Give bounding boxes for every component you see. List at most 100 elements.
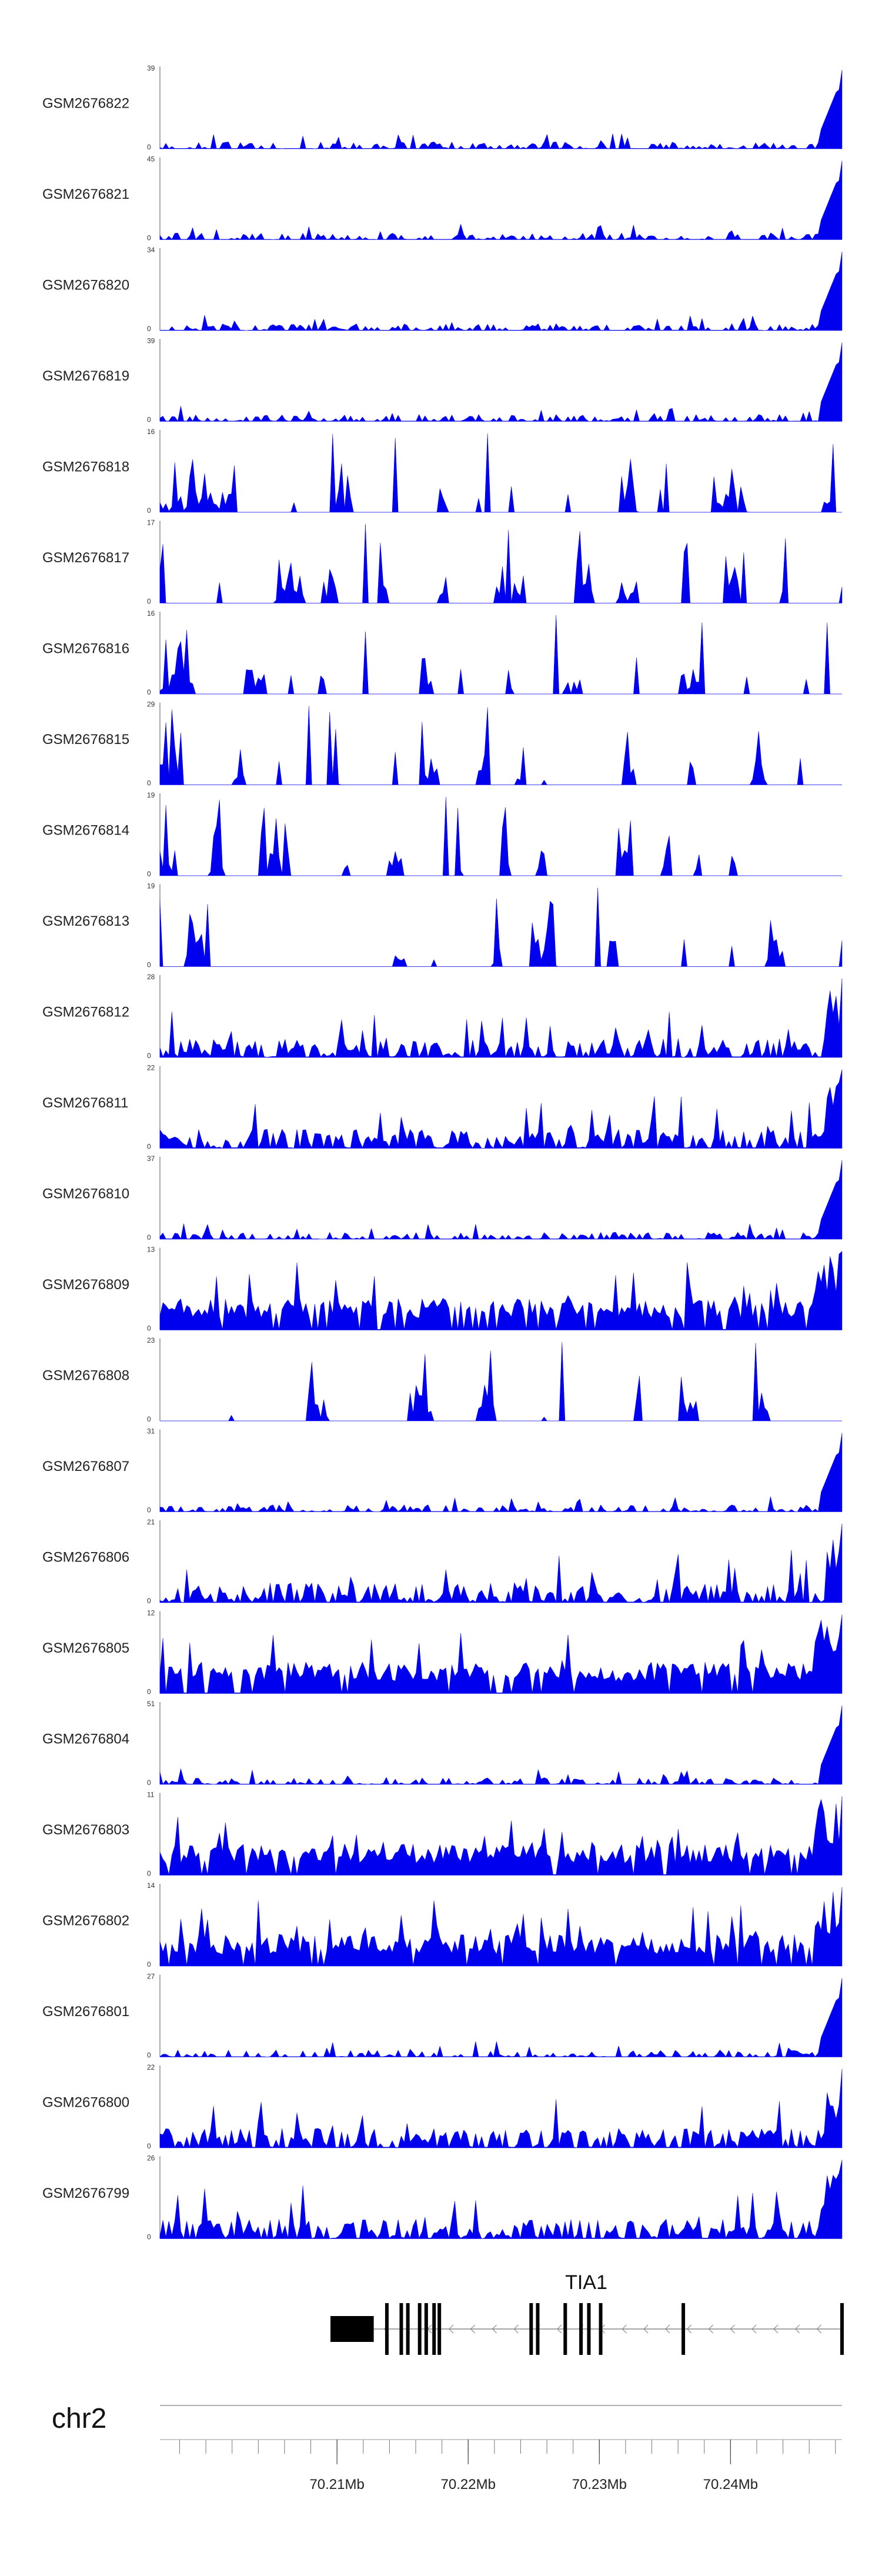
strand-chevron — [643, 2324, 649, 2334]
coverage-track-GSM2676815: GSM2676815 29 0 — [42, 700, 842, 788]
coverage-area — [159, 1523, 843, 1603]
exon-mark — [599, 2303, 603, 2355]
strand-chevron — [622, 2324, 627, 2334]
y-min-tick-label: 0 — [147, 143, 151, 151]
coverage-track-GSM2676820: GSM2676820 34 0 — [42, 246, 843, 333]
strand-chevron — [751, 2324, 757, 2334]
y-max-tick-label: 31 — [147, 1427, 155, 1436]
track-label: GSM2676819 — [42, 368, 129, 384]
y-min-tick-label: 0 — [147, 1233, 151, 1242]
coverage-area — [159, 706, 842, 785]
coverage-track-GSM2676809: GSM2676809 13 0 — [42, 1246, 843, 1333]
coverage-track-GSM2676806: GSM2676806 21 0 — [42, 1518, 843, 1605]
coverage-area — [159, 887, 843, 967]
y-min-tick-label: 0 — [147, 1960, 151, 1968]
coverage-track-GSM2676803: GSM2676803 11 0 — [42, 1791, 843, 1878]
strand-chevron — [449, 2324, 454, 2334]
coverage-area — [159, 1796, 843, 1876]
strand-chevron — [557, 2324, 562, 2334]
y-min-tick-label: 0 — [147, 688, 151, 696]
y-max-tick-label: 11 — [147, 1791, 155, 1799]
strand-chevron — [686, 2324, 692, 2334]
coverage-track-GSM2676816: GSM2676816 16 0 — [42, 609, 842, 696]
genomic-axis: chr2 70.21Mb 70.22Mb 70.23Mb 70.24Mb — [52, 2403, 842, 2492]
y-min-tick-label: 0 — [147, 2142, 151, 2150]
coverage-area — [159, 978, 843, 1058]
coverage-track-GSM2676808: GSM2676808 23 0 — [42, 1336, 842, 1423]
track-label: GSM2676815 — [42, 732, 129, 748]
exon-mark — [399, 2303, 403, 2355]
y-max-tick-label: 16 — [147, 428, 155, 436]
coverage-track-GSM2676813: GSM2676813 19 0 — [42, 882, 843, 969]
y-min-tick-label: 0 — [147, 416, 151, 424]
coverage-area — [159, 1433, 843, 1512]
y-max-tick-label: 51 — [147, 1700, 155, 1708]
strand-chevron — [470, 2324, 476, 2334]
y-max-tick-label: 19 — [147, 882, 155, 890]
y-min-tick-label: 0 — [147, 598, 151, 606]
strand-chevron — [773, 2324, 779, 2334]
exon-mark — [437, 2303, 442, 2355]
coverage-track-GSM2676807: GSM2676807 31 0 — [42, 1427, 843, 1514]
x-tick-label: 70.22Mb — [441, 2477, 496, 2492]
track-label: GSM2676805 — [42, 1640, 129, 1656]
exon-mark — [587, 2303, 591, 2355]
coverage-track-GSM2676800: GSM2676800 22 0 — [42, 2063, 843, 2150]
track-label: GSM2676802 — [42, 1913, 129, 1928]
coverage-area — [159, 615, 842, 695]
track-label: GSM2676801 — [42, 2004, 129, 2020]
track-label: GSM2676800 — [42, 2094, 129, 2110]
exon-mark — [424, 2303, 428, 2355]
coverage-area — [159, 1614, 843, 1694]
y-min-tick-label: 0 — [147, 870, 151, 878]
coverage-area — [159, 342, 843, 422]
y-max-tick-label: 16 — [147, 609, 155, 618]
y-min-tick-label: 0 — [147, 1415, 151, 1423]
exon-mark — [579, 2303, 583, 2355]
track-label: GSM2676816 — [42, 640, 129, 656]
track-label: GSM2676811 — [42, 1095, 128, 1111]
y-min-tick-label: 0 — [147, 1324, 151, 1333]
exon-mark — [385, 2303, 389, 2355]
y-max-tick-label: 39 — [147, 64, 155, 72]
y-max-tick-label: 39 — [147, 337, 155, 345]
y-max-tick-label: 13 — [147, 1246, 155, 1254]
gene-label: TIA1 — [565, 2271, 607, 2294]
x-tick-label: 70.24Mb — [703, 2477, 758, 2492]
y-max-tick-label: 34 — [147, 246, 155, 254]
coverage-area — [159, 524, 843, 603]
y-max-tick-label: 14 — [147, 1881, 155, 1890]
track-label: GSM2676821 — [42, 186, 129, 202]
x-tick-label: 70.23Mb — [572, 2477, 627, 2492]
y-max-tick-label: 45 — [147, 155, 155, 163]
chromosome-label: chr2 — [52, 2403, 106, 2434]
y-max-tick-label: 23 — [147, 1336, 155, 1344]
y-max-tick-label: 26 — [147, 2154, 155, 2163]
coverage-track-GSM2676799: GSM2676799 26 0 — [42, 2154, 843, 2241]
track-label: GSM2676814 — [42, 822, 129, 838]
coverage-area — [159, 1887, 843, 1967]
y-max-tick-label: 12 — [147, 1609, 155, 1617]
coverage-area — [159, 1069, 843, 1149]
y-min-tick-label: 0 — [147, 1778, 151, 1787]
track-label: GSM2676817 — [42, 550, 129, 566]
y-min-tick-label: 0 — [147, 1870, 151, 1878]
coverage-area — [159, 251, 843, 331]
y-max-tick-label: 21 — [147, 1518, 155, 1526]
coverage-area — [159, 2160, 843, 2239]
coverage-track-GSM2676812: GSM2676812 28 0 — [42, 973, 843, 1060]
y-max-tick-label: 29 — [147, 700, 155, 709]
coverage-track-GSM2676801: GSM2676801 27 0 — [42, 1973, 843, 2060]
track-label: GSM2676812 — [42, 1004, 129, 1020]
y-min-tick-label: 0 — [147, 1597, 151, 1605]
track-label: GSM2676818 — [42, 459, 129, 475]
coverage-track-GSM2676804: GSM2676804 51 0 — [42, 1700, 843, 1787]
coverage-track-GSM2676810: GSM2676810 37 0 — [42, 1154, 843, 1242]
y-max-tick-label: 17 — [147, 519, 155, 527]
y-max-tick-label: 22 — [147, 1064, 155, 1072]
coverage-track-GSM2676822: GSM2676822 39 0 — [42, 64, 843, 151]
coverage-area — [159, 2068, 843, 2148]
coverage-area — [159, 433, 842, 513]
track-label: GSM2676822 — [42, 95, 129, 111]
